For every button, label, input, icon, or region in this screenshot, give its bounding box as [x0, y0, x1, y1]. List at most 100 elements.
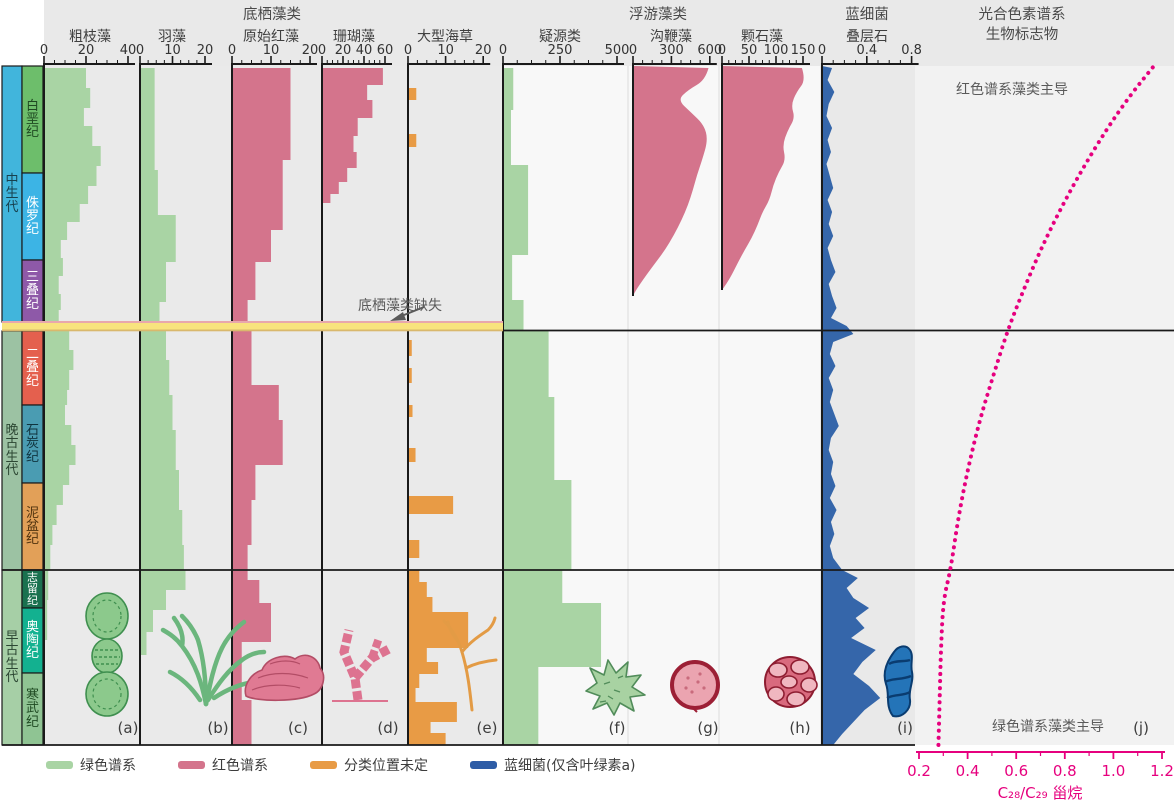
axis-tick-label: 100 — [764, 43, 789, 58]
profile-dasyclads — [44, 240, 61, 258]
column-title-stromatolites: 叠层石 — [846, 29, 888, 45]
profile-acritarchs — [503, 68, 514, 110]
profile-large-seagrass — [408, 648, 427, 662]
period-label: 奥陶纪 — [25, 619, 39, 662]
biomarker-panel-bg — [915, 66, 1174, 745]
profile-primitive-red-algae — [232, 580, 260, 603]
profile-large-seagrass — [408, 540, 420, 558]
profile-acritarchs — [503, 255, 513, 300]
profile-large-seagrass — [408, 733, 446, 745]
profile-bryopsidales — [140, 331, 166, 360]
profile-dasyclads — [44, 204, 80, 222]
profile-large-seagrass — [408, 448, 416, 462]
profile-dasyclads — [44, 350, 74, 370]
biomarker-axis-title: C₂₈/C₂₉ 甾烷 — [997, 784, 1083, 802]
biomarker-tick-label: 0.6 — [1004, 762, 1028, 780]
legend-label-green: 绿色谱系 — [80, 758, 136, 774]
profile-dasyclads — [44, 331, 70, 350]
biomarker-tick-label: 0.4 — [956, 762, 980, 780]
profile-primitive-red-algae — [232, 420, 283, 465]
axis-tick-label: 0 — [499, 43, 507, 58]
profile-large-seagrass — [408, 662, 439, 674]
profile-primitive-red-algae — [232, 545, 248, 570]
profile-dasyclads — [44, 258, 63, 276]
panel-letter-g: (g) — [697, 719, 719, 737]
axis-tick-label: 50 — [741, 43, 758, 58]
profile-bryopsidales — [140, 545, 184, 570]
period-label: 泥盆纪 — [25, 505, 39, 548]
axis-tick-label: 0 — [629, 43, 637, 58]
profile-acritarchs — [503, 570, 563, 603]
profile-acritarchs — [503, 397, 555, 480]
period-label: 志留纪 — [26, 571, 38, 607]
profile-bryopsidales — [140, 632, 147, 655]
legend-swatch-green — [46, 761, 73, 769]
column-title-dinoflagellates: 沟鞭藻 — [650, 29, 692, 45]
profile-coralline-algae — [322, 182, 339, 194]
biomarker-tick-label: 0.2 — [907, 762, 931, 780]
legend-swatch-blue — [470, 761, 497, 769]
period-label: 白垩纪 — [25, 98, 39, 141]
panel-letter-j: (j) — [1133, 719, 1149, 737]
profile-coralline-algae — [322, 68, 383, 85]
biomarker-tick-label: 1.2 — [1150, 762, 1174, 780]
axis-tick-label: 10 — [437, 43, 454, 58]
era-label: 晚古生代 — [5, 423, 19, 478]
profile-large-seagrass — [408, 674, 420, 688]
profile-coralline-algae — [322, 100, 373, 118]
profile-large-seagrass — [408, 597, 433, 612]
axis-tick-label: 150 — [791, 43, 816, 58]
profile-coralline-algae — [322, 85, 368, 100]
annotation-benthic-missing: 底栖藻类缺失 — [358, 298, 442, 314]
profile-coralline-algae — [322, 168, 348, 182]
profile-primitive-red-algae — [232, 331, 252, 385]
profile-large-seagrass — [408, 88, 417, 100]
profile-dasyclads — [44, 505, 57, 525]
profile-dasyclads — [44, 294, 61, 310]
profile-primitive-red-algae — [232, 642, 242, 700]
axis-tick-label: 0 — [818, 43, 826, 58]
legend-label-cyanobacteria: 蓝细菌(仅含叶绿素a) — [504, 758, 636, 774]
axis-tick-label: 0 — [136, 43, 144, 58]
profile-coralline-algae — [322, 136, 354, 152]
legend-label-uncertain: 分类位置未定 — [344, 758, 428, 774]
profile-coralline-algae — [322, 118, 358, 136]
profile-stromatolites — [822, 66, 881, 745]
pt-band-top-edge — [2, 321, 503, 323]
profile-primitive-red-algae — [232, 230, 271, 262]
profile-acritarchs — [503, 603, 602, 667]
period-label: 石炭纪 — [25, 423, 39, 465]
axis-tick-label: 300 — [659, 43, 684, 58]
profile-large-seagrass — [408, 368, 412, 383]
panel-letter-e: (e) — [476, 719, 498, 737]
profile-bryopsidales — [140, 430, 176, 470]
column-title-coccolithophores: 颗石藻 — [741, 29, 783, 45]
profile-large-seagrass — [408, 134, 417, 147]
panel-letter-f: (f) — [608, 719, 626, 737]
profile-primitive-red-algae — [232, 385, 279, 420]
profile-bryopsidales — [140, 395, 173, 430]
legend-item-uncertain: 分类位置未定 — [310, 755, 428, 775]
group-title-benthic-algae: 底栖藻类 — [243, 7, 301, 23]
era-label: 中生代 — [5, 173, 19, 215]
profile-dasyclads — [44, 310, 59, 322]
profile-dasyclads — [44, 600, 48, 640]
pt-extinction-band — [2, 323, 503, 330]
profile-coccolithophores — [722, 66, 804, 290]
period-label: 寒武纪 — [25, 688, 39, 730]
legend: 绿色谱系 红色谱系 分类位置未定 蓝细菌(仅含叶绿素a) — [46, 755, 636, 775]
column-title-acritarchs: 疑源类 — [539, 29, 581, 45]
era-label: 早古生代 — [5, 630, 19, 685]
legend-item-cyanobacteria: 蓝细菌(仅含叶绿素a) — [470, 755, 636, 775]
group-title-biomarker-line2: 生物标志物 — [985, 27, 1059, 43]
profile-dasyclads — [44, 108, 84, 126]
panel-letter-c: (c) — [288, 719, 308, 737]
profile-primitive-red-algae — [232, 68, 291, 160]
profile-acritarchs — [503, 331, 549, 397]
axis-tick-label: 0 — [718, 43, 726, 58]
profile-primitive-red-algae — [232, 500, 252, 545]
axis-tick-label: 20 — [475, 43, 492, 58]
column-title-large-seagrass: 大型海草 — [417, 29, 473, 45]
profile-bryopsidales — [140, 170, 158, 215]
